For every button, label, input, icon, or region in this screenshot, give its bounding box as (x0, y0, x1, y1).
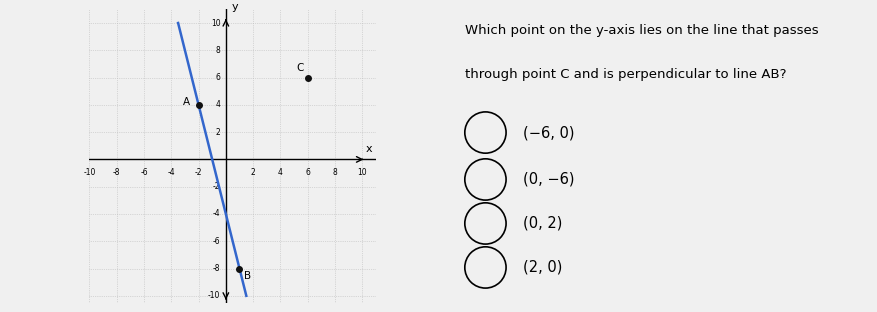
Text: 2: 2 (251, 168, 255, 177)
Text: -4: -4 (212, 209, 220, 218)
Text: -4: -4 (168, 168, 175, 177)
Text: (0, 2): (0, 2) (522, 216, 561, 231)
Text: x: x (366, 144, 372, 154)
Text: -10: -10 (208, 291, 220, 300)
Text: A: A (183, 97, 190, 107)
Text: 6: 6 (305, 168, 310, 177)
Text: (−6, 0): (−6, 0) (522, 125, 574, 140)
Text: -10: -10 (83, 168, 96, 177)
Text: 6: 6 (215, 73, 220, 82)
Text: 4: 4 (278, 168, 282, 177)
Text: -8: -8 (212, 264, 220, 273)
Text: 8: 8 (216, 46, 220, 55)
Text: 10: 10 (210, 18, 220, 27)
Text: -8: -8 (113, 168, 120, 177)
Text: y: y (231, 2, 238, 12)
Text: (0, −6): (0, −6) (522, 172, 574, 187)
Text: -2: -2 (195, 168, 202, 177)
Text: -2: -2 (212, 182, 220, 191)
Text: 10: 10 (357, 168, 367, 177)
Text: 2: 2 (216, 128, 220, 137)
Text: B: B (243, 271, 251, 281)
Text: 8: 8 (332, 168, 337, 177)
Text: (2, 0): (2, 0) (522, 260, 561, 275)
Text: 4: 4 (215, 100, 220, 109)
Text: -6: -6 (212, 237, 220, 246)
Text: C: C (296, 63, 303, 73)
Text: through point C and is perpendicular to line AB?: through point C and is perpendicular to … (464, 68, 786, 81)
Text: Which point on the y-axis lies on the line that passes: Which point on the y-axis lies on the li… (464, 24, 817, 37)
Text: -6: -6 (140, 168, 147, 177)
